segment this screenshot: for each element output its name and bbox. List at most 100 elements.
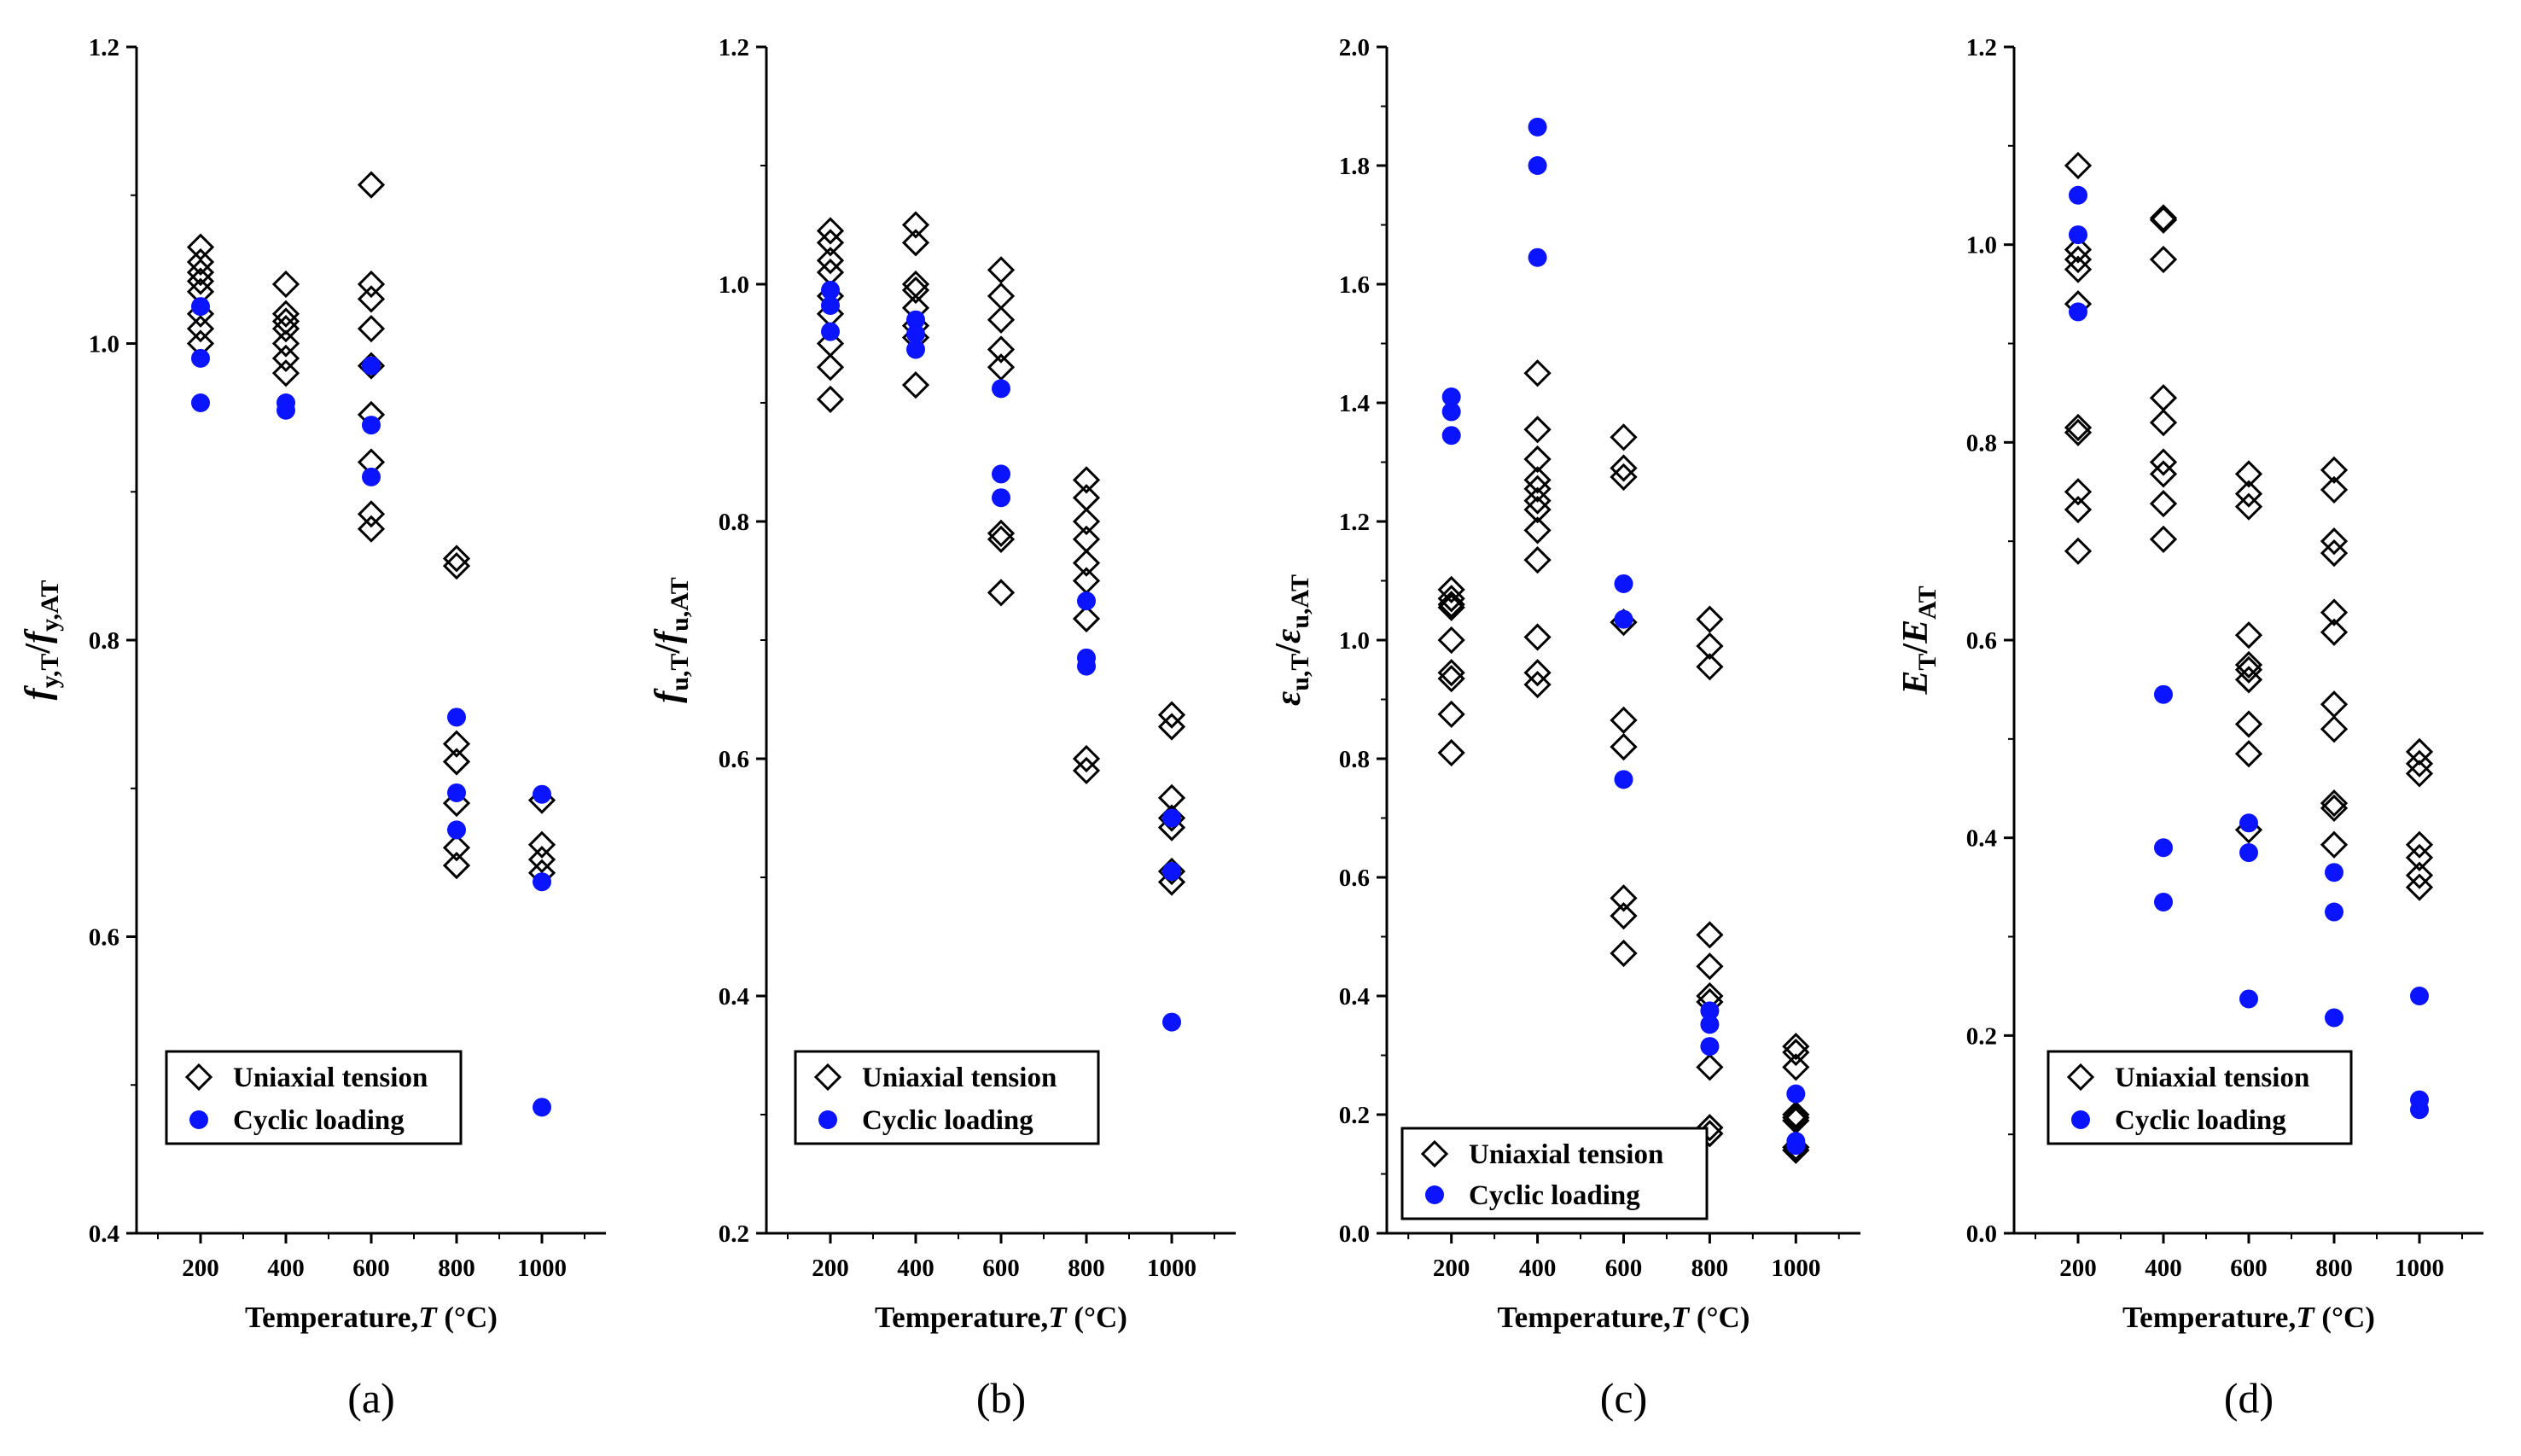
tension-point (2064, 151, 2093, 180)
legend-box (165, 1050, 463, 1145)
legend-tension-marker (813, 1063, 842, 1092)
tension-point (1072, 604, 1101, 633)
tension-point (816, 217, 845, 245)
y-tick-label: 1.2 (1339, 509, 1370, 536)
tension-point (901, 371, 930, 399)
tension-point (1072, 525, 1101, 553)
y-tick-label: 0.6 (89, 924, 119, 952)
tension-point (987, 256, 1016, 284)
y-tick-label: 0.4 (719, 983, 749, 1010)
cyclic-point (533, 784, 551, 804)
x-tick-label: 200 (182, 1255, 219, 1282)
cyclic-point (1441, 387, 1461, 407)
tension-point (2405, 749, 2434, 778)
tension-point (1072, 507, 1101, 536)
tension-point (2320, 794, 2349, 823)
y-tick-label: 1.2 (719, 34, 749, 61)
legend-cyclic-marker (189, 1110, 208, 1129)
cyclic-point (1441, 402, 1461, 422)
cyclic-point (1614, 574, 1633, 593)
tension-point (2149, 490, 2178, 518)
cyclic-point (1786, 1084, 1806, 1104)
legend-tension-label: Uniaxial tension (233, 1063, 428, 1093)
tension-point (1782, 1038, 1810, 1067)
cyclic-point (1786, 1136, 1806, 1156)
cyclic-point (1528, 248, 1547, 267)
tension-point (1072, 549, 1101, 577)
legend: Uniaxial tension Cyclic loading (794, 1050, 1100, 1145)
tension-point (442, 552, 471, 580)
x-tick-label: 800 (438, 1255, 475, 1282)
cyclic-point (2069, 185, 2087, 205)
cyclic-point (821, 296, 840, 316)
tension-point (442, 545, 471, 573)
legend: Uniaxial tension Cyclic loading (165, 1050, 463, 1145)
tension-point (2320, 618, 2349, 646)
cyclic-point (2154, 684, 2173, 704)
tension-point (442, 748, 471, 776)
y-tick-label: 0.6 (1339, 865, 1370, 892)
y-tick-label: 0.6 (719, 746, 749, 773)
y-tick-label: 1.0 (89, 331, 119, 358)
tension-point (2320, 539, 2349, 568)
y-tick-label: 1.8 (1339, 153, 1370, 180)
x-tick-label: 400 (2145, 1255, 2182, 1282)
tension-point (1523, 445, 1552, 474)
cyclic-point (2154, 838, 2173, 858)
tension-point (1696, 632, 1724, 661)
tension-point (1696, 952, 1724, 981)
cyclic-point (2325, 902, 2343, 922)
legend-cyclic-marker (818, 1110, 837, 1129)
tension-point (1437, 659, 1465, 687)
tension-point (357, 270, 386, 299)
tension-point (1157, 813, 1186, 842)
tension-point (2320, 527, 2349, 556)
tension-point (2064, 255, 2093, 283)
tension-point (186, 248, 215, 277)
tension-point (987, 353, 1016, 381)
tension-point (1072, 744, 1101, 773)
cyclic-point (2239, 813, 2258, 833)
tension-point (1523, 495, 1552, 524)
tension-point (186, 315, 215, 343)
tension-point (1437, 575, 1465, 604)
tension-point (1610, 454, 1638, 482)
tension-point (1696, 605, 1724, 633)
tension-point (442, 851, 471, 880)
tension-point (816, 229, 845, 257)
tension-point (1696, 1053, 1724, 1081)
cyclic-point (2154, 892, 2173, 911)
cyclic-point (821, 322, 840, 341)
cyclic-point (2325, 1008, 2343, 1028)
cyclic-point (992, 379, 1010, 399)
panel-label: (c) (1600, 1374, 1648, 1422)
tension-point (2320, 456, 2349, 484)
tension-point (2234, 650, 2263, 679)
tension-point (1523, 671, 1552, 699)
y-tick-label: 2.0 (1339, 34, 1370, 61)
tension-point (1782, 1100, 1810, 1129)
tension-point (2064, 537, 2093, 565)
x-axis-title: Temperature,T (°C) (2122, 1301, 2375, 1334)
cyclic-point (533, 1098, 551, 1117)
tension-point (527, 846, 556, 874)
tension-point (2320, 789, 2349, 818)
x-tick-label: 400 (897, 1255, 934, 1282)
x-tick-label: 400 (1519, 1255, 1557, 1282)
x-axis-title: Temperature,T (°C) (245, 1301, 498, 1334)
legend-tension-marker (2066, 1063, 2095, 1092)
x-tick-label: 200 (2059, 1255, 2097, 1282)
y-tick-label: 1.2 (1966, 34, 1997, 61)
cyclic-point (277, 400, 295, 420)
y-tick-label: 1.2 (89, 34, 119, 61)
tension-point (2320, 690, 2349, 719)
tension-point (186, 258, 215, 287)
panel-label: (b) (976, 1374, 1026, 1422)
tension-point (2149, 384, 2178, 412)
tension-point (2405, 873, 2434, 901)
legend: Uniaxial tension Cyclic loading (1400, 1127, 1709, 1220)
cyclic-point (2410, 1100, 2429, 1120)
y-axis-title: fy,T/fy,AT (19, 580, 64, 701)
tension-point (2064, 418, 2093, 446)
